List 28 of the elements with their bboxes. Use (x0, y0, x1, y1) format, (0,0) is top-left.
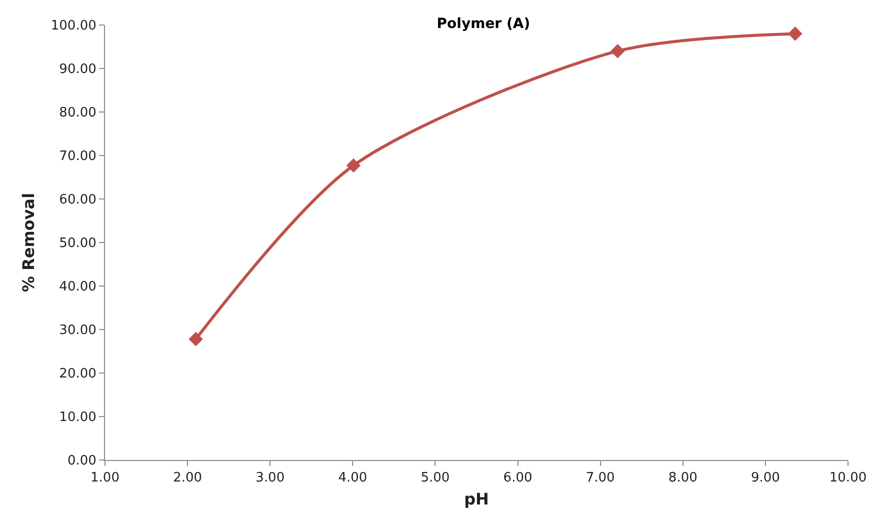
y-tick-label: 90.00 (59, 62, 96, 78)
x-axis-title: pH (464, 489, 489, 508)
point (188, 332, 203, 346)
y-tick-label: 60.00 (59, 192, 96, 208)
y-tick-label: 0.00 (67, 454, 96, 469)
y-tick-label: 70.00 (59, 149, 96, 164)
y-axis-title: % Removal (18, 192, 38, 292)
x-tick-label: 2.00 (173, 470, 202, 486)
x-tick-label: 4.00 (338, 470, 368, 486)
y-tick-label: 100.00 (50, 18, 96, 34)
y-tick-label: 40.00 (59, 280, 96, 295)
x-tick-label: 6.00 (503, 470, 532, 486)
x-tick-label: 5.00 (420, 470, 450, 486)
point (788, 26, 802, 41)
y-tick-label: 20.00 (59, 366, 96, 382)
x-tick-label: 8.00 (668, 470, 698, 486)
point (610, 44, 625, 58)
point (346, 158, 361, 173)
y-tick-label: 10.00 (59, 410, 96, 426)
y-tick-label: 50.00 (59, 236, 96, 252)
x-tick-label: 1.00 (90, 470, 120, 486)
y-tick-label: 30.00 (59, 323, 96, 338)
x-tick-label: 3.00 (256, 470, 285, 486)
x-tick-label: 9.00 (750, 470, 780, 486)
chart-title: Polymer (A) (436, 16, 530, 32)
x-tick-label: 10.00 (829, 470, 867, 486)
x-tick-label: 7.00 (586, 470, 615, 486)
y-tick-label: 80.00 (59, 106, 96, 121)
